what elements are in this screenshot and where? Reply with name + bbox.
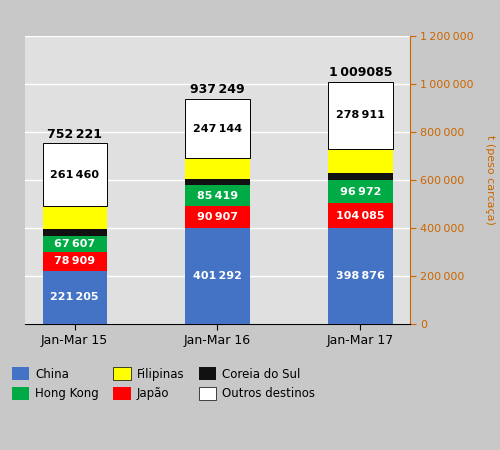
Bar (42, 229, 107, 236)
Text: 752 221: 752 221 (47, 128, 102, 140)
Bar (42, 236, 107, 252)
Bar (328, 203, 392, 228)
Text: 67 607: 67 607 (54, 239, 95, 249)
Text: 278 911: 278 911 (336, 110, 385, 120)
Text: 85 419: 85 419 (197, 191, 238, 201)
Y-axis label: t (peso carcaça): t (peso carcaça) (485, 135, 495, 225)
Bar (186, 158, 250, 180)
Bar (328, 82, 392, 149)
Text: 401 292: 401 292 (193, 271, 242, 281)
Text: 937 249: 937 249 (190, 83, 245, 96)
Bar (186, 180, 250, 185)
Text: 78 909: 78 909 (54, 256, 95, 266)
Bar (42, 271, 107, 324)
Text: 398 876: 398 876 (336, 271, 385, 281)
Text: 90 907: 90 907 (197, 212, 238, 222)
Bar (186, 206, 250, 228)
Bar (42, 252, 107, 271)
Bar (328, 180, 392, 203)
Bar (186, 228, 250, 324)
Text: 96 972: 96 972 (340, 187, 381, 197)
Bar (42, 206, 107, 229)
Text: 247 144: 247 144 (193, 124, 242, 134)
Text: 1 009085: 1 009085 (328, 66, 392, 79)
Bar (42, 144, 107, 206)
Bar (186, 99, 250, 158)
Text: 221 205: 221 205 (50, 292, 99, 302)
Text: 261 460: 261 460 (50, 170, 99, 180)
Bar (328, 173, 392, 180)
Bar (186, 185, 250, 206)
Bar (328, 149, 392, 173)
Legend: China, Hong Kong, Filipinas, Japão, Coreia do Sul, Outros destinos: China, Hong Kong, Filipinas, Japão, Core… (12, 367, 315, 400)
Text: 104 085: 104 085 (336, 211, 384, 221)
Bar (328, 228, 392, 324)
